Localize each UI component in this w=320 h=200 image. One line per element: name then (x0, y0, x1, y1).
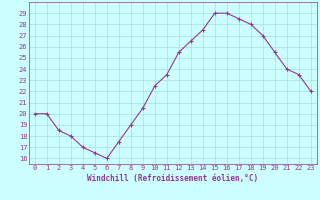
X-axis label: Windchill (Refroidissement éolien,°C): Windchill (Refroidissement éolien,°C) (87, 174, 258, 183)
